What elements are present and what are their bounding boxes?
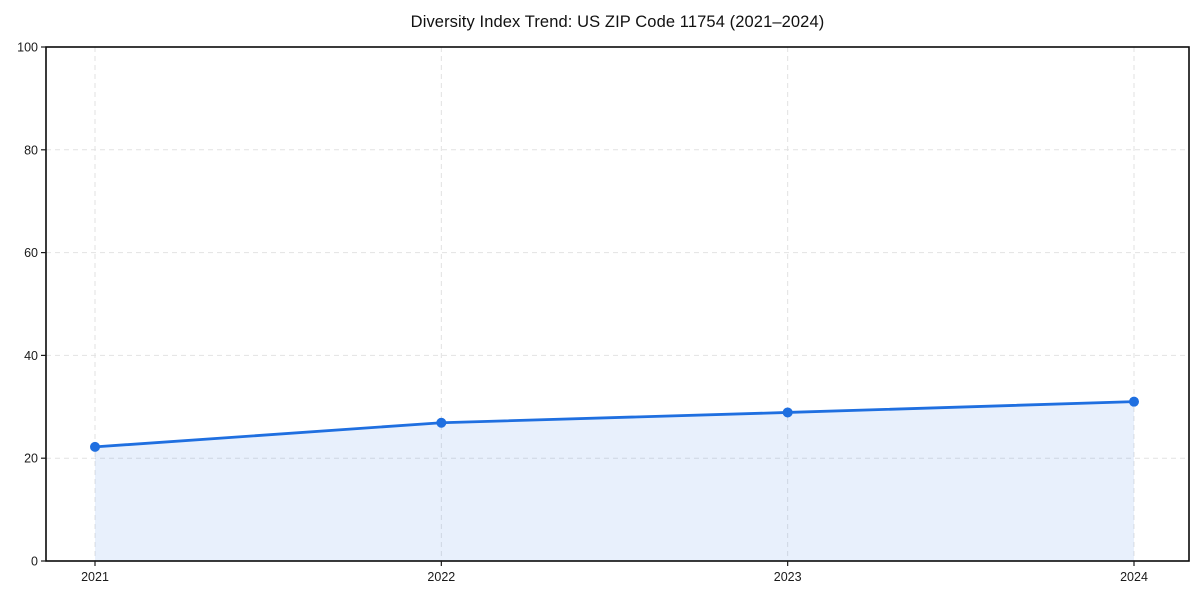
x-tick-label: 2022: [427, 570, 455, 584]
plot-border: [45, 46, 1190, 562]
y-tick-label: 20: [24, 452, 38, 466]
y-tick-label: 40: [24, 349, 38, 363]
y-tick-label: 100: [17, 41, 38, 55]
data-point-2022: [436, 417, 447, 428]
y-tick-label: 60: [24, 246, 38, 260]
trend-line: [93, 400, 1136, 449]
y-tick-label: 80: [24, 143, 38, 157]
x-tick-label: 2023: [774, 570, 802, 584]
x-tick-label: 2021: [81, 570, 109, 584]
x-tick-label: 2024: [1120, 570, 1148, 584]
data-point-2023: [782, 407, 793, 418]
y-tick-label: 0: [31, 555, 38, 569]
area-fill: [95, 401, 1134, 561]
data-point-2024: [1129, 396, 1139, 407]
chart-title: Diversity Index Trend: US ZIP Code 11754…: [410, 13, 825, 31]
data-point-2021: [90, 441, 100, 452]
